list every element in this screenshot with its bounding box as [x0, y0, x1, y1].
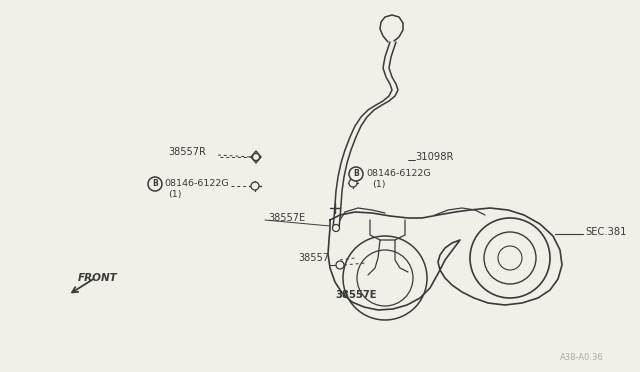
Text: 38557E: 38557E	[335, 290, 376, 300]
Text: (1): (1)	[168, 190, 182, 199]
Circle shape	[336, 261, 344, 269]
Text: 08146-6122G: 08146-6122G	[366, 170, 431, 179]
Circle shape	[253, 154, 259, 160]
Text: SEC.381: SEC.381	[585, 227, 627, 237]
Circle shape	[148, 177, 162, 191]
Text: 38557: 38557	[298, 253, 329, 263]
Text: B: B	[152, 180, 158, 189]
Text: FRONT: FRONT	[78, 273, 118, 283]
Circle shape	[251, 182, 259, 190]
Text: 38557E: 38557E	[268, 213, 305, 223]
Text: B: B	[353, 170, 359, 179]
Text: 31098R: 31098R	[415, 152, 453, 162]
Text: 08146-6122G: 08146-6122G	[164, 180, 228, 189]
Circle shape	[349, 179, 357, 187]
Text: A38-A0.36: A38-A0.36	[560, 353, 604, 362]
Circle shape	[333, 224, 339, 231]
Text: (1): (1)	[372, 180, 385, 189]
Text: 38557R: 38557R	[168, 147, 206, 157]
Circle shape	[349, 167, 363, 181]
